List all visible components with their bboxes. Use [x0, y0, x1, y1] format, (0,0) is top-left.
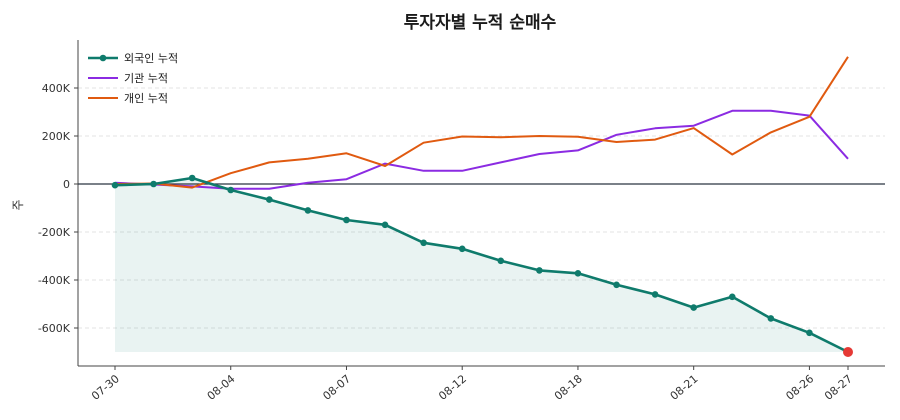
x-tick-label: 08-26	[783, 372, 816, 403]
legend-label: 외국인 누적	[124, 52, 178, 65]
data-point	[728, 293, 736, 301]
series-line-1	[114, 109, 849, 190]
y-tick-label: 0	[63, 178, 70, 191]
data-point	[304, 207, 312, 214]
data-point	[690, 304, 697, 311]
x-tick-label: 08-07	[321, 372, 354, 403]
data-point	[536, 267, 543, 274]
foreign-area-fill	[115, 178, 848, 352]
data-point	[651, 291, 659, 298]
y-tick-labels: 400K 200K 0 -200K -400K -600K	[38, 82, 78, 335]
data-point	[420, 239, 427, 247]
data-point	[497, 257, 505, 265]
series-line-2	[114, 56, 849, 189]
data-point	[343, 216, 350, 224]
data-point	[150, 180, 157, 188]
data-point	[266, 196, 273, 203]
highlight-point	[843, 347, 853, 357]
y-tick-label: -400K	[38, 274, 71, 287]
x-tick-labels: 07-30 08-04 08-07 08-12 08-18 08-21 08-26 08-27	[89, 366, 855, 403]
y-tick-label: -600K	[38, 322, 71, 335]
data-point	[767, 315, 775, 322]
legend-label: 개인 누적	[124, 92, 168, 105]
x-tick-label: 07-30	[89, 372, 122, 403]
legend-label: 기관 누적	[124, 72, 168, 85]
x-tick-label: 08-18	[552, 372, 585, 403]
x-tick-label: 08-27	[822, 372, 855, 403]
x-tick-label: 08-04	[205, 372, 238, 403]
legend-marker	[99, 54, 107, 62]
chart-title: 투자자별 누적 순매수	[404, 13, 557, 33]
y-tick-label: -200K	[38, 226, 71, 239]
y-tick-label: 400K	[42, 82, 71, 95]
x-tick-label: 08-12	[436, 372, 469, 403]
data-point	[613, 281, 620, 289]
data-point	[458, 245, 466, 253]
series-line-0	[114, 176, 849, 354]
grid-lines	[78, 87, 885, 329]
y-tick-label: 200K	[42, 130, 71, 143]
data-point	[806, 329, 813, 337]
data-point	[574, 269, 582, 277]
series-lines	[111, 56, 853, 357]
y-axis-label: 주	[11, 199, 25, 210]
data-point	[111, 181, 119, 189]
data-point	[188, 174, 196, 182]
data-point	[227, 186, 235, 194]
area-fill	[115, 178, 848, 352]
x-tick-label: 08-21	[668, 372, 701, 403]
data-point	[381, 221, 389, 229]
